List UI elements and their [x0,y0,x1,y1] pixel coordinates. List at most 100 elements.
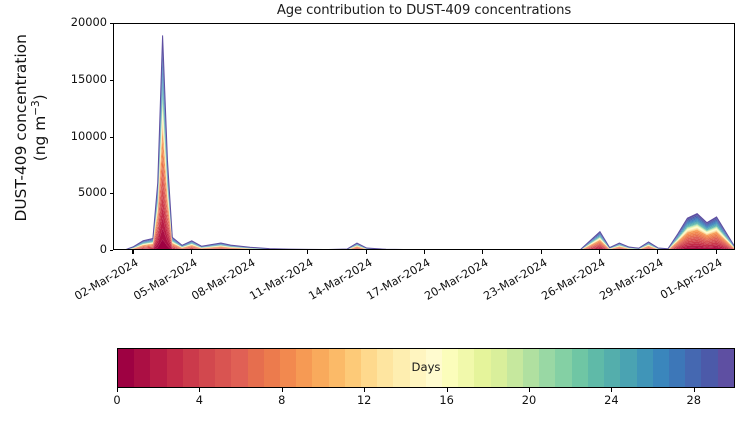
y-axis-tick-mark [109,79,113,81]
colorbar-segment [328,349,345,387]
colorbar-segment [215,349,232,387]
colorbar-segment [555,349,572,387]
colorbar-segment [458,349,475,387]
area-band [128,85,734,249]
colorbar-segment [652,349,669,387]
area-band [129,98,734,249]
area-band [130,109,734,249]
area-band [133,147,734,249]
y-axis-tick-mark [109,250,113,252]
colorbar-tick-label: 20 [521,393,537,407]
colorbar-segment [231,349,248,387]
x-axis-tick-label: 20-Mar-2024 [422,256,491,303]
area-band [135,176,734,249]
y-axis-tick-mark [109,136,113,138]
colorbar-tick-mark [199,388,201,392]
area-band [130,111,734,249]
y-axis-units-suffix: ) [31,94,49,101]
area-band [129,96,734,249]
area-band [130,118,734,249]
colorbar-tick-label: 24 [604,393,619,407]
colorbar-segment [523,349,540,387]
area-band [129,103,734,249]
area-band [137,186,734,249]
area-band [127,60,734,249]
y-axis-label-line1: DUST-409 concentration [12,34,31,222]
area-band [134,166,734,249]
area-band [131,125,734,249]
colorbar-segment [474,349,491,387]
colorbar-segment [587,349,605,387]
y-axis-label: DUST-409 concentration (ng m−3) [12,3,50,253]
colorbar-segment [425,349,443,387]
x-axis-tick-label: 01-Apr-2024 [657,256,725,302]
colorbar-segment [409,349,426,387]
area-band [155,239,171,249]
colorbar-segment [361,349,378,387]
area-band [132,139,734,249]
colorbar-tick-mark [529,388,530,392]
colorbar-segment [442,349,459,387]
colorbar-segment [280,349,297,387]
area-band [133,157,734,249]
colorbar-segment [118,349,135,387]
area-band [129,100,734,249]
colorbar-tick-mark [281,388,283,392]
x-axis-tick-mark [365,250,367,254]
colorbar-segment [717,349,734,387]
colorbar-tick-label: 4 [195,393,204,407]
colorbar-segment [247,349,264,387]
colorbar-tick-label: 16 [439,393,454,407]
x-axis-tick-mark [598,250,601,254]
x-axis-tick-mark [540,250,542,254]
y-axis-tick-label: 5000 [78,185,107,200]
area-band [127,52,734,249]
plot-area [113,23,735,250]
area-band [130,116,734,249]
colorbar-segment [296,349,313,387]
area-band [131,128,734,249]
y-axis-tick-mark [109,193,113,195]
colorbar-segment [506,349,524,387]
x-axis-tick-mark [482,250,484,254]
colorbar-tick-label: 28 [686,393,702,407]
area-band [130,123,734,249]
colorbar[interactable] [117,348,735,388]
colorbar-tick-label: 8 [278,393,286,407]
colorbar-segment [490,349,507,387]
colorbar-segment [182,349,200,387]
colorbar-segment [620,349,637,387]
colorbar-segment [377,349,394,387]
area-band [127,35,734,249]
colorbar-tick-mark [446,388,448,392]
colorbar-segment [393,349,410,387]
area-band [129,90,734,249]
colorbar-tick-mark [364,388,366,392]
colorbar-tick-mark [693,388,695,392]
y-axis-tick-label: 20000 [70,15,107,29]
y-axis-tick-mark [109,23,113,25]
colorbar-segment [134,349,151,387]
total-outline [125,35,734,249]
area-band [142,206,732,249]
colorbar-segment [668,349,686,387]
colorbar-segment [150,349,167,387]
colorbar-segment [685,349,702,387]
colorbar-segment [199,349,216,387]
colorbar-segment [701,349,718,387]
area-band [129,102,734,249]
colorbar-segment [344,349,362,387]
colorbar-segment [539,349,556,387]
chart-title: Age contribution to DUST-409 concentrati… [276,3,572,18]
x-axis-tick-mark [424,250,426,254]
colorbar-segment [166,349,183,387]
colorbar-segment [604,349,621,387]
x-axis-tick-mark [132,250,134,254]
area-band [131,130,734,249]
area-band [128,74,734,249]
colorbar-tick-mark [117,388,118,392]
y-axis-tick-label: 10000 [70,128,107,143]
area-band [127,44,734,249]
colorbar-segment [571,349,588,387]
